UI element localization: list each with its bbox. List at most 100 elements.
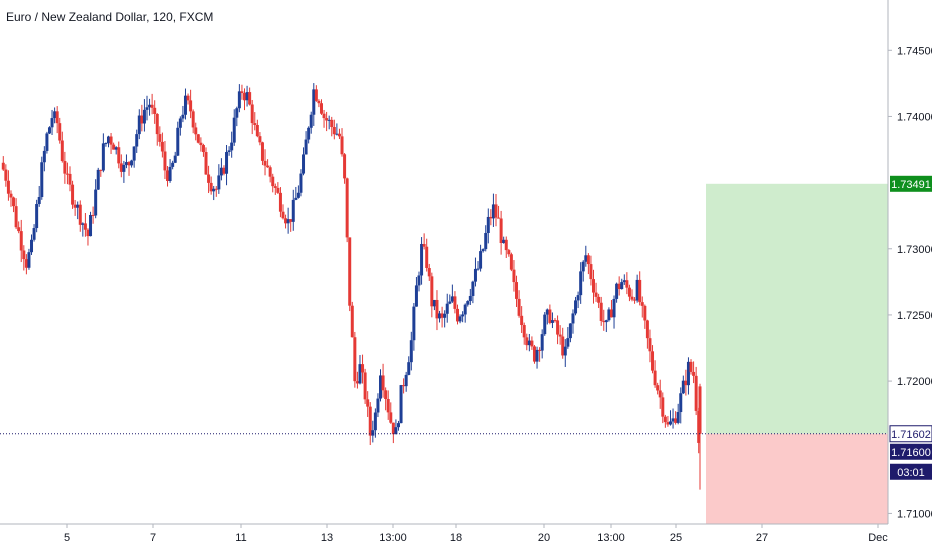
candle-body [458,316,462,322]
candle-body [24,259,28,268]
candle-body [340,136,344,155]
candle [248,87,252,106]
candle-body [101,143,105,171]
candle [207,165,211,194]
candle-body [679,393,683,413]
candle-body [65,173,69,175]
candle-body [196,134,200,143]
time-tick-label: 13 [321,532,333,544]
target-price-badge-bg [890,175,932,192]
candle-body [314,89,318,101]
candle [402,378,406,394]
candle-body [561,336,565,356]
candle [520,306,524,333]
candle [525,333,529,351]
candle [435,290,439,331]
candle [698,383,702,490]
candle [509,252,513,272]
candle-body [312,89,316,115]
candle-body [4,169,8,181]
candle [538,347,542,362]
candle-body [517,298,521,316]
candle [471,280,475,304]
candle [214,186,218,197]
candle-body [109,136,113,145]
candle [486,208,490,244]
candle [112,142,116,150]
candle-body [222,167,226,174]
candle-body [558,334,562,337]
candle-body [6,180,10,194]
candle [68,166,72,192]
candle-body [615,283,619,299]
candle [260,141,264,166]
candle-body [127,162,131,166]
candle-body [91,214,95,216]
candle [579,262,583,304]
time-tick-label: 5 [64,532,70,544]
candle [337,128,341,140]
candle-body [237,91,241,109]
candle-body [638,279,642,303]
profit-zone[interactable] [706,183,888,434]
candle-body [386,398,390,413]
candle-body [543,314,547,335]
candle-body [430,276,434,307]
candle [263,149,267,176]
candle-body [350,305,354,338]
candle-body [681,380,685,394]
candle [350,301,354,338]
candle [119,154,123,178]
candle-body [176,127,180,156]
candle-body [63,161,67,174]
candle [153,100,157,124]
candle [106,135,110,148]
price-axis[interactable]: 1.74500 1.74000 1.73000 1.72500 1.72000 1.710… [888,45,932,520]
candle-body [307,127,311,140]
candle [142,99,146,132]
candle-body [694,375,698,411]
candle-body [589,264,593,280]
candle [17,221,21,234]
candle-body [653,370,657,386]
candle [83,213,87,237]
candle [99,169,103,177]
price-tick-label: 1.73000 [897,244,932,256]
candle [281,204,285,220]
candle-body [481,249,485,252]
candle [140,104,144,132]
time-axis[interactable]: 5 7 11 13 13:00 18 20 13:00 25 27 Dec [64,524,888,544]
candle-body [530,340,534,347]
candle [307,126,311,144]
candle-body [409,340,413,363]
candle-body [45,133,49,151]
candle-body [55,111,59,124]
candle-body [527,340,531,346]
candle-body [291,199,295,222]
candle-body [394,427,398,435]
candle-body [22,250,26,260]
candle [645,319,649,349]
candle [171,160,175,170]
candle-body [698,386,702,434]
candle [681,375,685,395]
candle-body [30,239,34,253]
candle-body [602,321,606,323]
candle [604,319,608,333]
candle [558,325,562,345]
candle-body [135,134,139,147]
candle [692,361,696,384]
candle-body [194,127,198,135]
candle [194,122,198,141]
loss-zone[interactable] [706,433,888,524]
candle [89,211,93,237]
candle [317,99,321,108]
candle [314,85,318,102]
time-tick-label: 27 [756,532,768,544]
candle [24,254,28,275]
candle [668,410,672,426]
candle [355,371,359,389]
candle [674,411,678,425]
